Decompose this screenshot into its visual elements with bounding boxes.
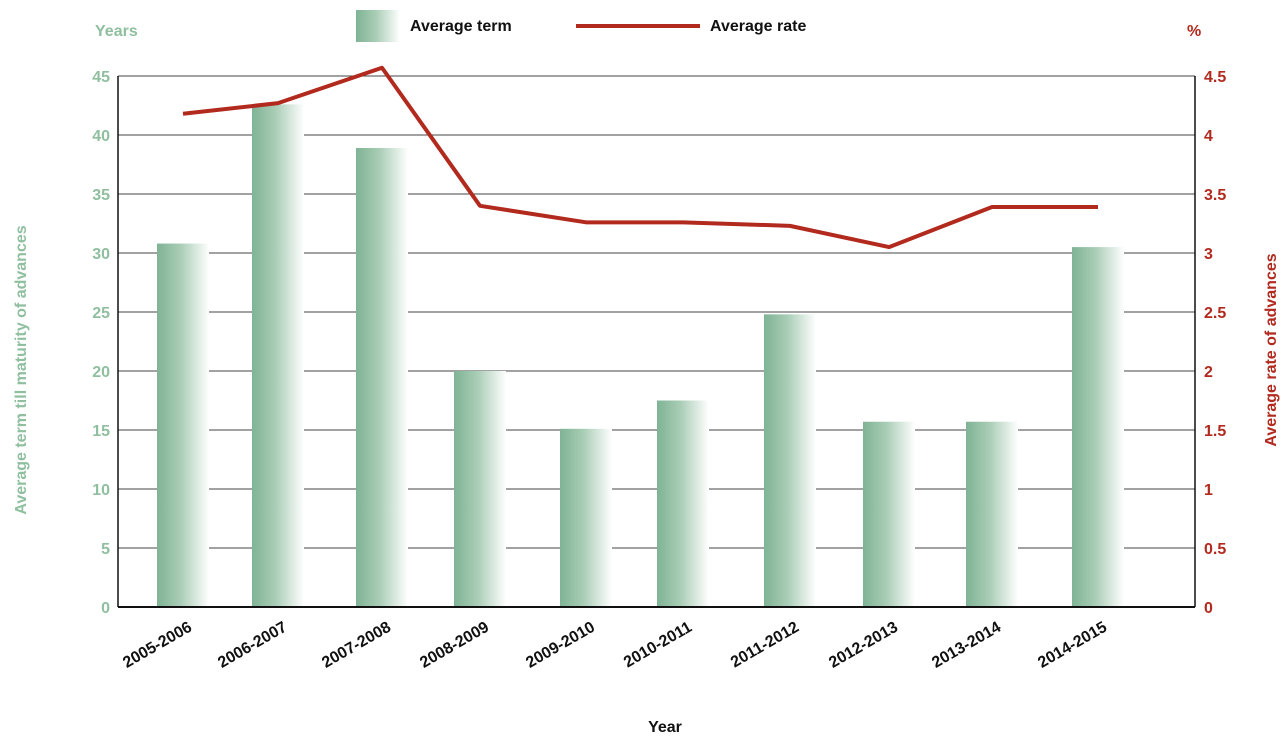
right-tick-label: 4	[1204, 128, 1213, 145]
x-tick-label: 2012-2013	[826, 619, 901, 672]
left-tick-label: 35	[92, 187, 110, 204]
left-unit-label: Years	[95, 23, 138, 40]
bar	[252, 104, 304, 607]
left-axis-title: Average term till maturity of advances	[13, 225, 30, 514]
line-series-average-rate	[182, 65, 1098, 250]
right-axis-title: Average rate of advances	[1263, 253, 1280, 446]
right-tick-label: 1.5	[1204, 423, 1226, 440]
right-tick-label: 0	[1204, 600, 1213, 617]
bar	[657, 400, 709, 607]
right-unit-label: %	[1187, 23, 1201, 40]
x-tick-label: 2008-2009	[417, 619, 492, 672]
right-tick-label: 3.5	[1204, 187, 1226, 204]
left-tick-label: 40	[92, 128, 110, 145]
bar	[1072, 247, 1124, 607]
left-tick-label: 10	[92, 482, 110, 499]
bar	[863, 421, 915, 607]
left-tick-label: 30	[92, 246, 110, 263]
right-tick-label: 4.5	[1204, 69, 1226, 86]
legend-label-average-rate: Average rate	[710, 18, 806, 35]
x-tick-label: 2011-2012	[728, 619, 802, 672]
x-tick-label: 2007-2008	[319, 619, 394, 672]
left-tick-label: 25	[92, 305, 110, 322]
right-tick-label: 2	[1204, 364, 1213, 381]
bar	[157, 243, 209, 607]
right-tick-label: 0.5	[1204, 541, 1226, 558]
bar	[454, 371, 506, 607]
left-tick-label: 20	[92, 364, 110, 381]
axes	[117, 76, 1196, 608]
bar	[764, 314, 816, 607]
x-tick-label: 2010-2011	[621, 619, 695, 672]
x-tick-label: 2014-2015	[1035, 619, 1110, 672]
legend-label-average-term: Average term	[410, 18, 512, 35]
left-tick-label: 5	[101, 541, 110, 558]
x-tick-label: 2005-2006	[120, 619, 195, 672]
left-tick-label: 45	[92, 69, 110, 86]
bar	[966, 421, 1018, 607]
rate-line	[182, 65, 1098, 250]
x-axis-title: Year	[648, 719, 682, 736]
left-tick-label: 0	[101, 600, 110, 617]
legend: Average term Average rate	[356, 10, 806, 42]
left-tick-label: 15	[92, 423, 110, 440]
bar-series-average-term	[157, 104, 1124, 608]
bar	[356, 147, 408, 608]
right-tick-label: 3	[1204, 246, 1213, 263]
legend-swatch-average-term	[356, 10, 400, 42]
x-tick-label: 2013-2014	[929, 619, 1004, 672]
x-tick-label: 2006-2007	[215, 619, 290, 672]
right-tick-label: 1	[1204, 482, 1213, 499]
x-tick-label: 2009-2010	[523, 619, 598, 672]
right-tick-label: 2.5	[1204, 305, 1226, 322]
bar	[560, 428, 612, 607]
